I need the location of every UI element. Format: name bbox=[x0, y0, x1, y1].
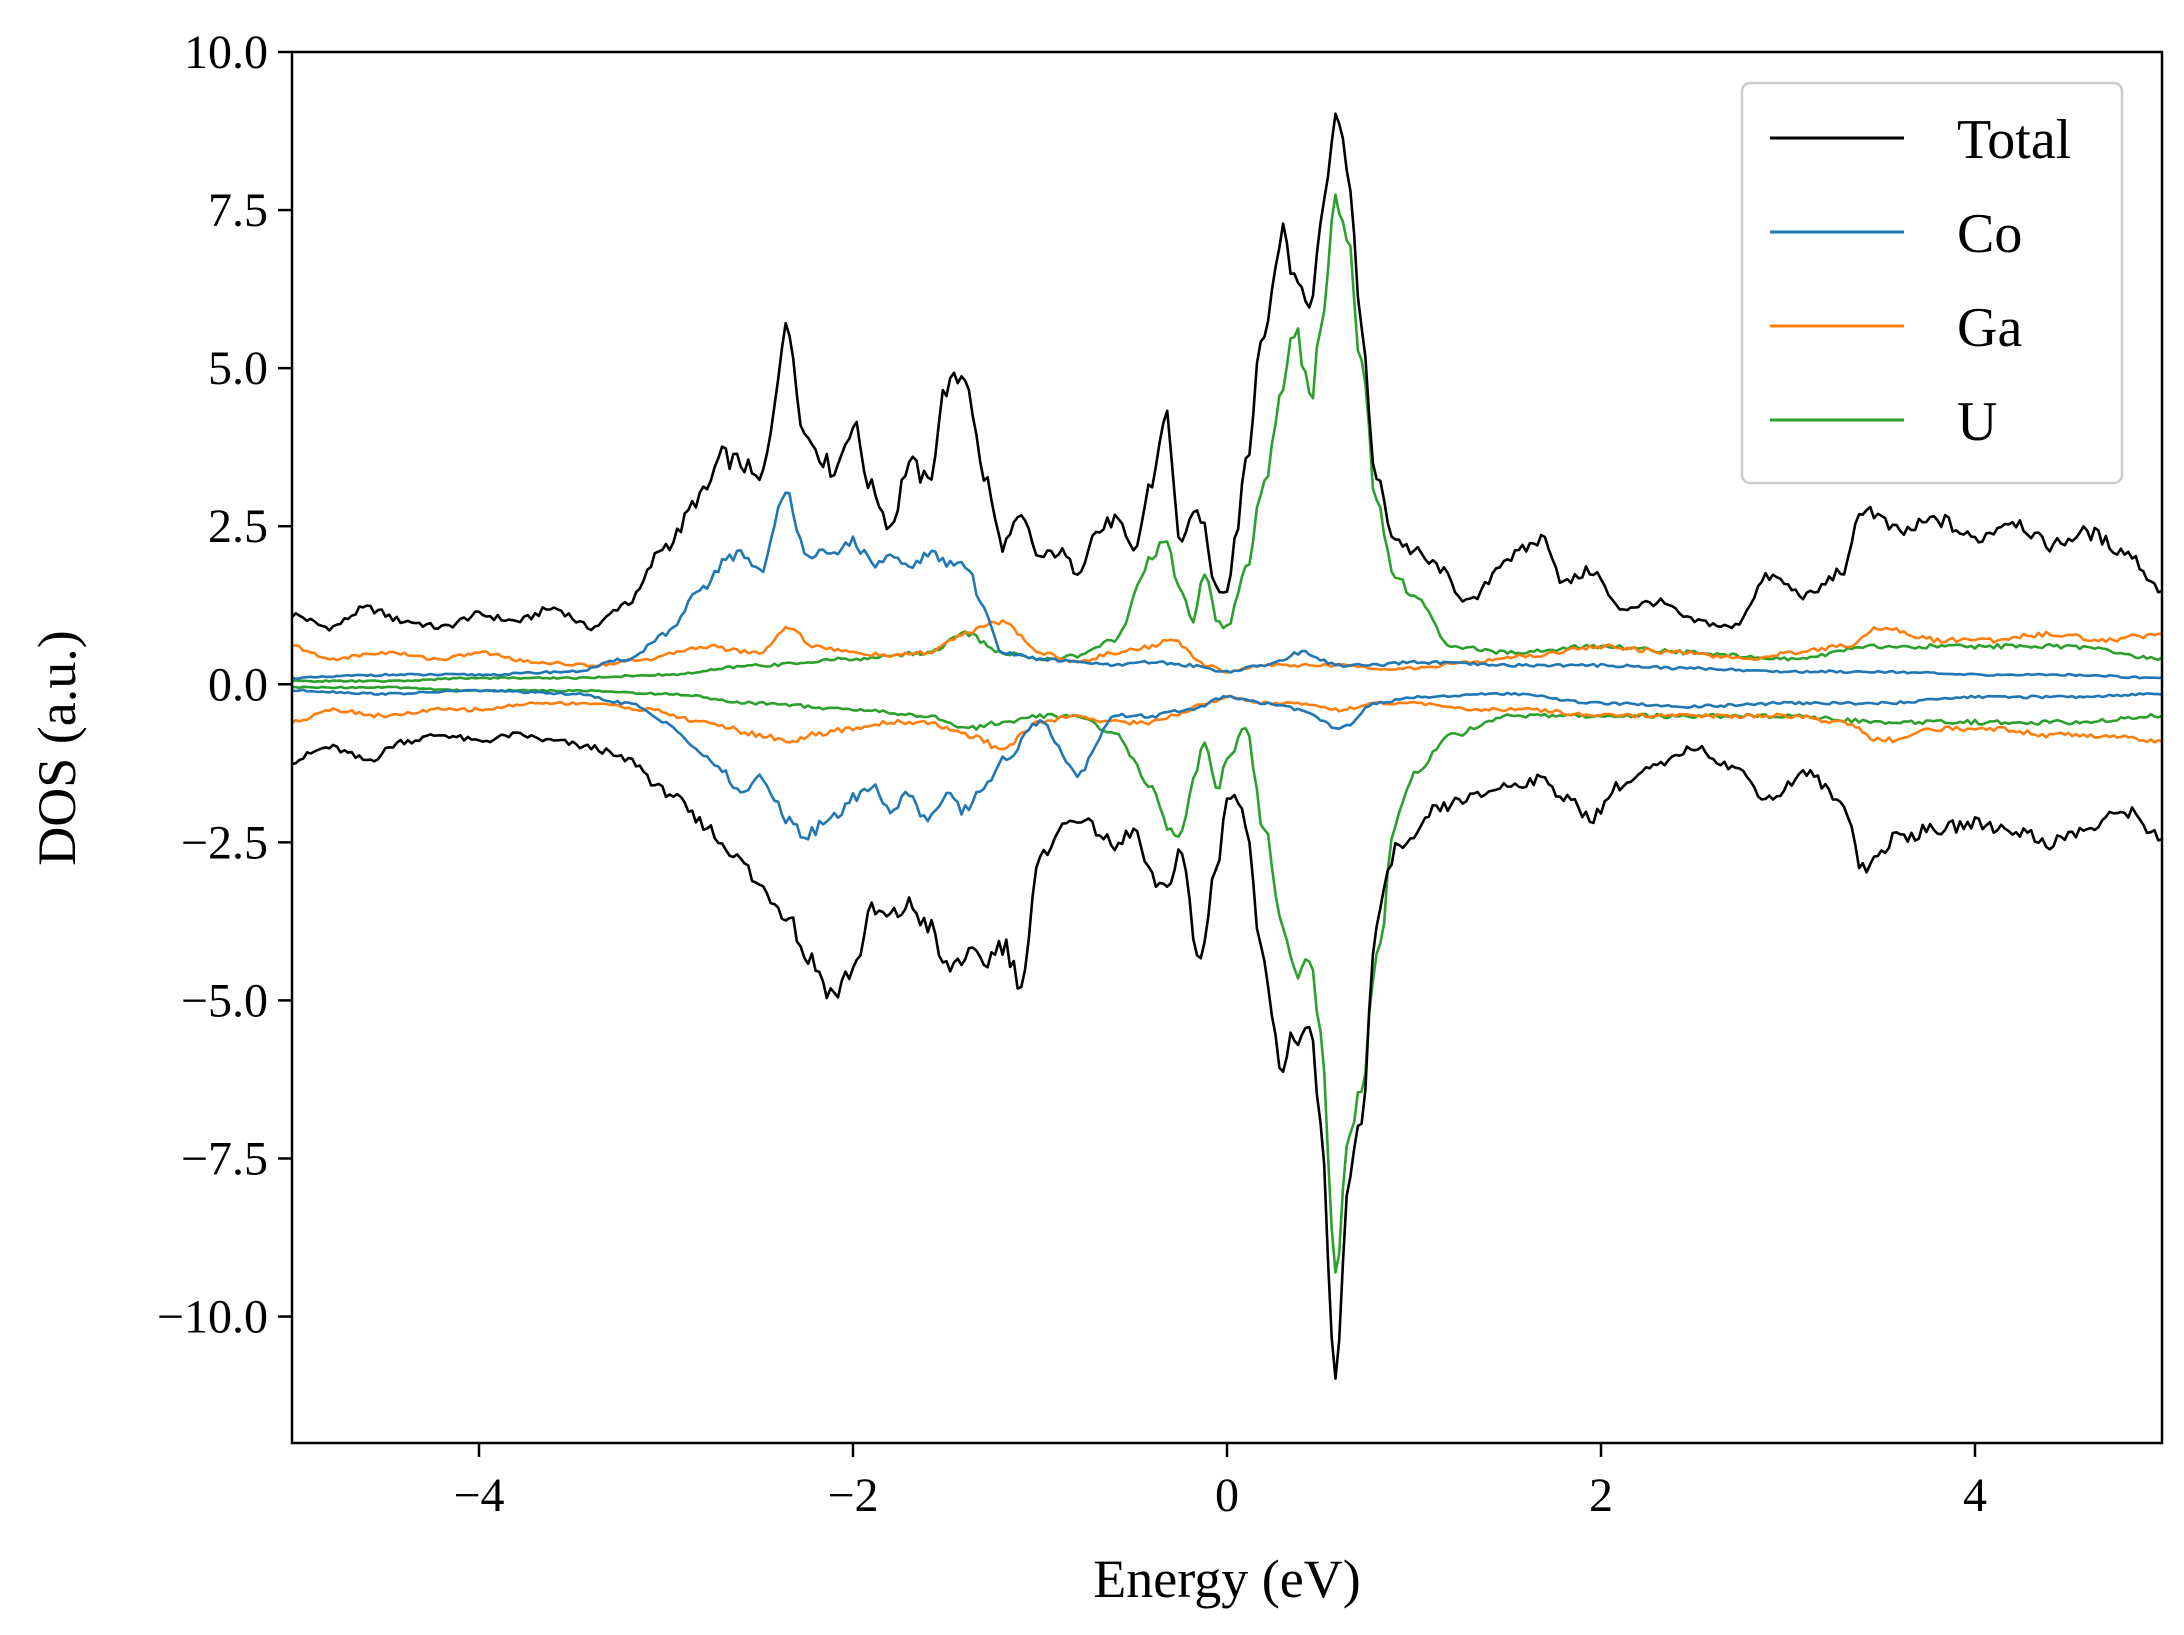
x-tick-label: −2 bbox=[827, 1469, 878, 1522]
y-tick-label: 5.0 bbox=[208, 342, 268, 395]
x-tick-label: 2 bbox=[1589, 1469, 1613, 1522]
legend-box bbox=[1740, 81, 2124, 485]
ticks-group: −4 −2 0 2 4 10.0 7.5 5.0 2.5 0.0 −2.5 −5.0 −7.5 −10.0 bbox=[157, 26, 1987, 1522]
legend-label-ga: Ga bbox=[1957, 297, 2022, 359]
legend-label-u: U bbox=[1957, 391, 1997, 453]
legend-label-total: Total bbox=[1957, 109, 2071, 171]
x-tick-label: −4 bbox=[453, 1469, 504, 1522]
y-tick-label: 10.0 bbox=[184, 26, 268, 79]
series-line-total-spin-down bbox=[292, 731, 2162, 1380]
series-line-co-spin-down bbox=[292, 688, 2162, 841]
x-tick-label: 0 bbox=[1215, 1469, 1239, 1522]
series-line-co-spin-up bbox=[292, 491, 2162, 681]
plot-series-group bbox=[292, 112, 2162, 1380]
legend-label-co: Co bbox=[1957, 203, 2022, 265]
series-line-total-spin-up bbox=[292, 112, 2162, 632]
y-tick-label: 7.5 bbox=[208, 184, 268, 237]
legend: Total Co Ga U bbox=[1740, 81, 2124, 485]
y-tick-label: 0.0 bbox=[208, 658, 268, 711]
y-tick-label: −2.5 bbox=[181, 816, 268, 869]
series-line-u-spin-up bbox=[292, 193, 2162, 684]
x-tick-label: 4 bbox=[1963, 1469, 1987, 1522]
series-line-u-spin-down bbox=[292, 685, 2162, 1274]
y-tick-label: −5.0 bbox=[181, 974, 268, 1027]
y-tick-label: −10.0 bbox=[157, 1291, 268, 1344]
series-line-ga-spin-up bbox=[292, 619, 2162, 674]
y-tick-label: 2.5 bbox=[208, 500, 268, 553]
y-axis-label: DOS (a.u.) bbox=[27, 630, 87, 865]
y-tick-label: −7.5 bbox=[181, 1132, 268, 1185]
x-axis-label: Energy (eV) bbox=[1093, 1549, 1360, 1609]
